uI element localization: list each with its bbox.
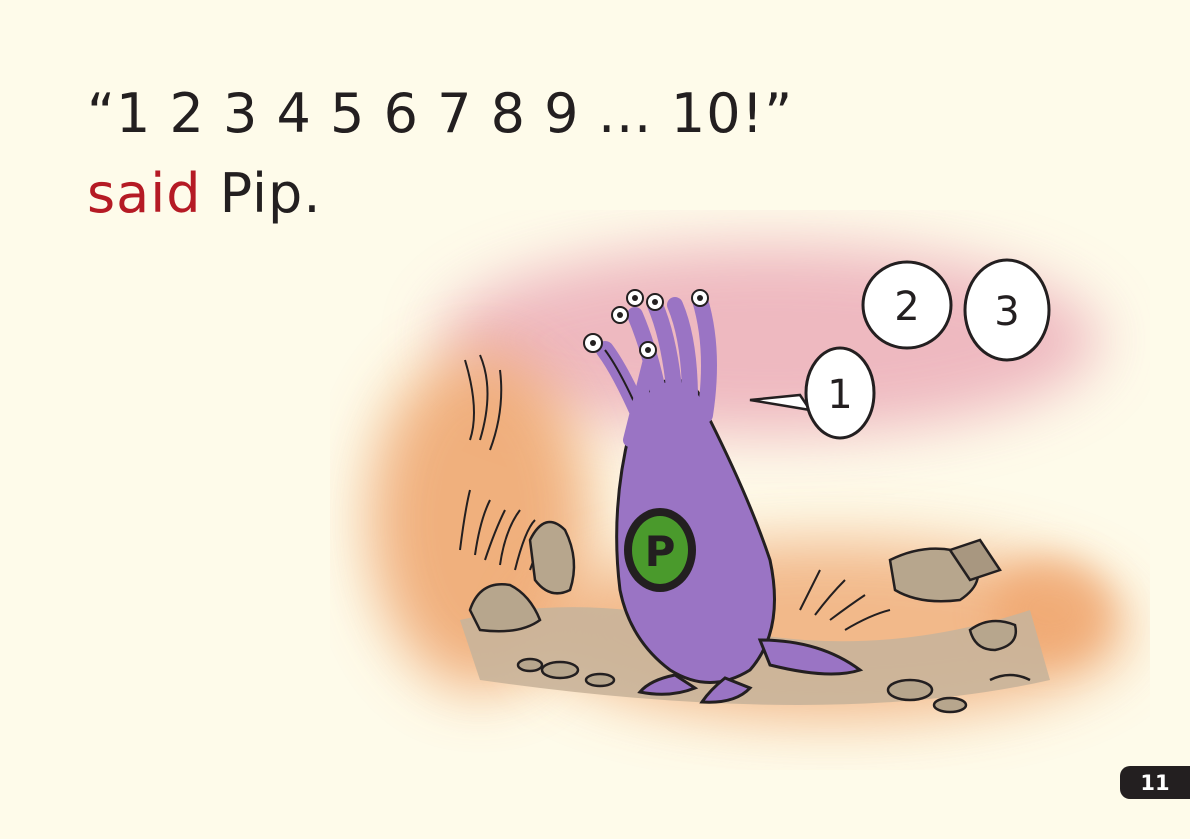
pouch-letter: P [645, 527, 676, 576]
rocks-right [886, 538, 1031, 714]
rocks-left [468, 520, 616, 688]
pip-illustration: P 1 2 3 [370, 245, 1130, 720]
story-word-said: said [87, 162, 202, 225]
pouch-badge: P [624, 508, 696, 592]
story-line-2: said Pip. [87, 154, 793, 234]
page-number-badge: 11 [1120, 766, 1190, 799]
speech-bubble-2: 2 [861, 260, 953, 350]
pip-monster: P [583, 289, 864, 704]
grass-left [459, 354, 556, 571]
story-line-1: “1 2 3 4 5 6 7 8 9 … 10!” [87, 82, 794, 145]
speech-bubble-3: 3 [963, 258, 1051, 362]
bubble-number-3: 3 [994, 289, 1019, 335]
story-line-2-rest: Pip. [201, 162, 322, 225]
bubble-number-1: 1 [827, 372, 852, 418]
grass-right [799, 569, 891, 631]
bubble-number-2: 2 [894, 284, 919, 330]
speech-bubble-1: 1 [749, 346, 876, 440]
story-text: “1 2 3 4 5 6 7 8 9 … 10!” said Pip. [87, 74, 793, 234]
